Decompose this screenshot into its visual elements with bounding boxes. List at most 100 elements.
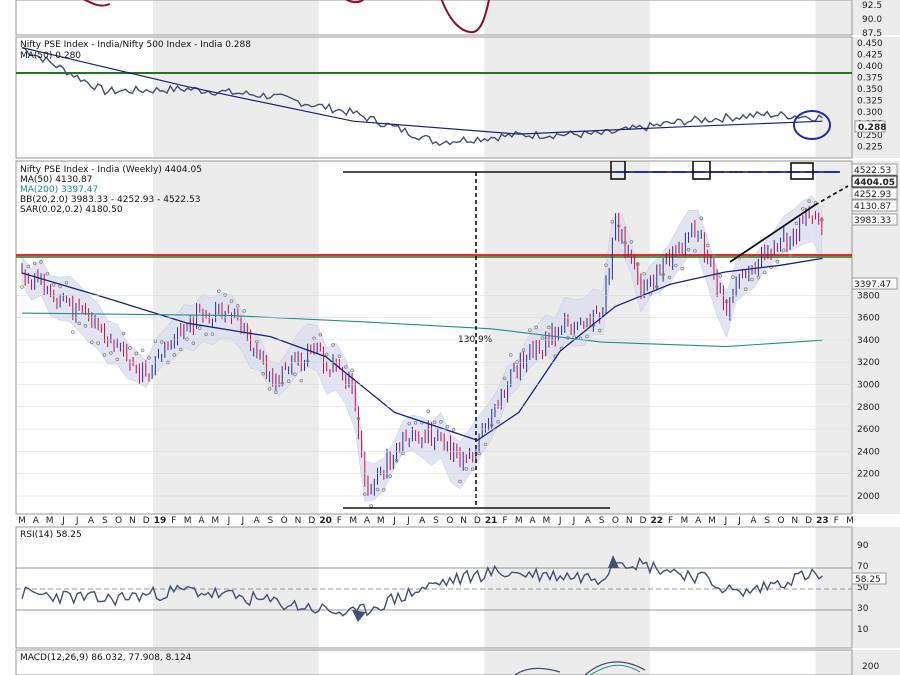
sar-dots <box>20 199 824 508</box>
ma50-legend: MA(50) 4130.87 <box>20 175 92 185</box>
sar-dot <box>820 217 824 222</box>
x-tick-label: M <box>515 516 523 526</box>
top-box-3 <box>790 162 814 180</box>
bollinger-band-fill <box>21 195 823 502</box>
sar-dot <box>274 390 278 394</box>
price-axis-label: 3200 <box>857 358 880 368</box>
tag-last-price: 4404.05 <box>854 178 895 188</box>
price-axis-label: 3400 <box>857 336 880 346</box>
x-tick-label: A <box>254 516 261 526</box>
sar-dot <box>451 427 456 432</box>
sar-dot <box>439 420 443 424</box>
sar-dot <box>648 292 653 297</box>
sar-dot <box>64 280 69 285</box>
sar-dot <box>801 207 805 211</box>
sar-dot <box>743 287 748 292</box>
sar-dot <box>654 284 659 289</box>
sar-dot <box>318 332 323 337</box>
sar-dot <box>324 352 329 357</box>
sar-dot <box>134 351 139 356</box>
x-tick-label: N <box>791 516 798 526</box>
sar-dot <box>470 467 475 472</box>
sar-dot <box>642 271 646 276</box>
sar-dot <box>775 259 780 264</box>
x-tick-label: M <box>377 516 385 526</box>
macd-title: MACD(12,26,9) 86.032, 77.908, 8.124 <box>20 653 192 663</box>
sar-dot <box>267 387 272 391</box>
x-tick-label: J <box>558 516 562 526</box>
sar-dot <box>426 409 431 414</box>
rsi-axis-label: 30 <box>857 604 869 614</box>
x-tick-label: A <box>88 516 95 526</box>
x-tick-label: J <box>227 516 231 526</box>
x-tick-label: S <box>764 516 770 526</box>
sar-dot <box>369 504 373 508</box>
x-tick-label: M <box>184 516 192 526</box>
x-tick-label: J <box>75 516 79 526</box>
sar-dot <box>496 420 500 424</box>
x-tick-label: M <box>46 516 54 526</box>
sar-dot <box>140 348 145 353</box>
sar-dot <box>616 224 621 228</box>
x-tick-label: J <box>392 516 396 526</box>
sar-dot <box>45 271 50 276</box>
sar-legend: SAR(0.02,0.2) 4180.50 <box>20 205 123 215</box>
ma200-line <box>21 312 823 348</box>
sar-dot <box>693 248 697 253</box>
sar-dot <box>718 273 723 278</box>
sar-dot <box>32 261 37 266</box>
x-tick-label: S <box>268 516 274 526</box>
sar-dot <box>534 325 538 330</box>
sar-dot <box>623 240 627 245</box>
x-tick-label: D <box>474 516 481 526</box>
rsi-last-value: 58.25 <box>855 575 881 585</box>
x-tick-label: J <box>240 516 244 526</box>
x-tick-label: O <box>777 516 784 526</box>
x-tick-label: A <box>530 516 537 526</box>
x-tick-label: F <box>502 516 507 526</box>
sar-dot <box>528 328 532 332</box>
sar-dot <box>807 199 811 203</box>
x-tick-label: A <box>198 516 205 526</box>
ratio-axis-label: 0.250 <box>857 131 883 141</box>
sar-dot <box>724 299 729 304</box>
sar-dot <box>540 336 545 340</box>
ratio-axis-label: 0.400 <box>857 62 883 72</box>
x-tick-label: F <box>668 516 673 526</box>
ratio-axis-label: 0.325 <box>857 97 883 107</box>
year-band <box>484 37 650 158</box>
sar-dot <box>407 421 412 426</box>
sar-dot <box>109 351 113 355</box>
x-tick-label: A <box>364 516 371 526</box>
sar-dot <box>286 379 291 384</box>
sar-dot <box>90 340 94 345</box>
sar-dot <box>413 420 418 425</box>
tag-ma50: 4130.87 <box>854 202 891 212</box>
sar-dot <box>331 343 335 347</box>
year-band <box>815 0 900 35</box>
price-axis-label: 3600 <box>857 314 880 324</box>
sar-dot <box>699 216 704 221</box>
x-tick-label: M <box>211 516 219 526</box>
x-tick-label: S <box>433 516 439 526</box>
x-tick-label: M <box>681 516 689 526</box>
sar-dot <box>242 309 246 313</box>
year-band <box>815 527 900 648</box>
sar-dot <box>762 270 767 275</box>
sar-dot <box>750 277 754 282</box>
rsi-axis-label: 10 <box>857 625 869 635</box>
x-tick-label: J <box>737 516 741 526</box>
ratio-axis-label: 0.375 <box>857 74 883 84</box>
sar-dot <box>299 378 304 383</box>
price-axis-label: 2200 <box>857 470 880 480</box>
sar-dot <box>216 289 221 294</box>
price-axis-label: 2600 <box>857 425 880 435</box>
x-tick-label: N <box>295 516 302 526</box>
x-tick-label: S <box>599 516 605 526</box>
sar-dot <box>375 487 380 492</box>
ma50-line <box>21 257 823 442</box>
sar-dot <box>445 424 450 429</box>
sar-dot <box>223 293 227 297</box>
sar-dot <box>343 365 348 369</box>
sar-dot <box>172 353 177 357</box>
